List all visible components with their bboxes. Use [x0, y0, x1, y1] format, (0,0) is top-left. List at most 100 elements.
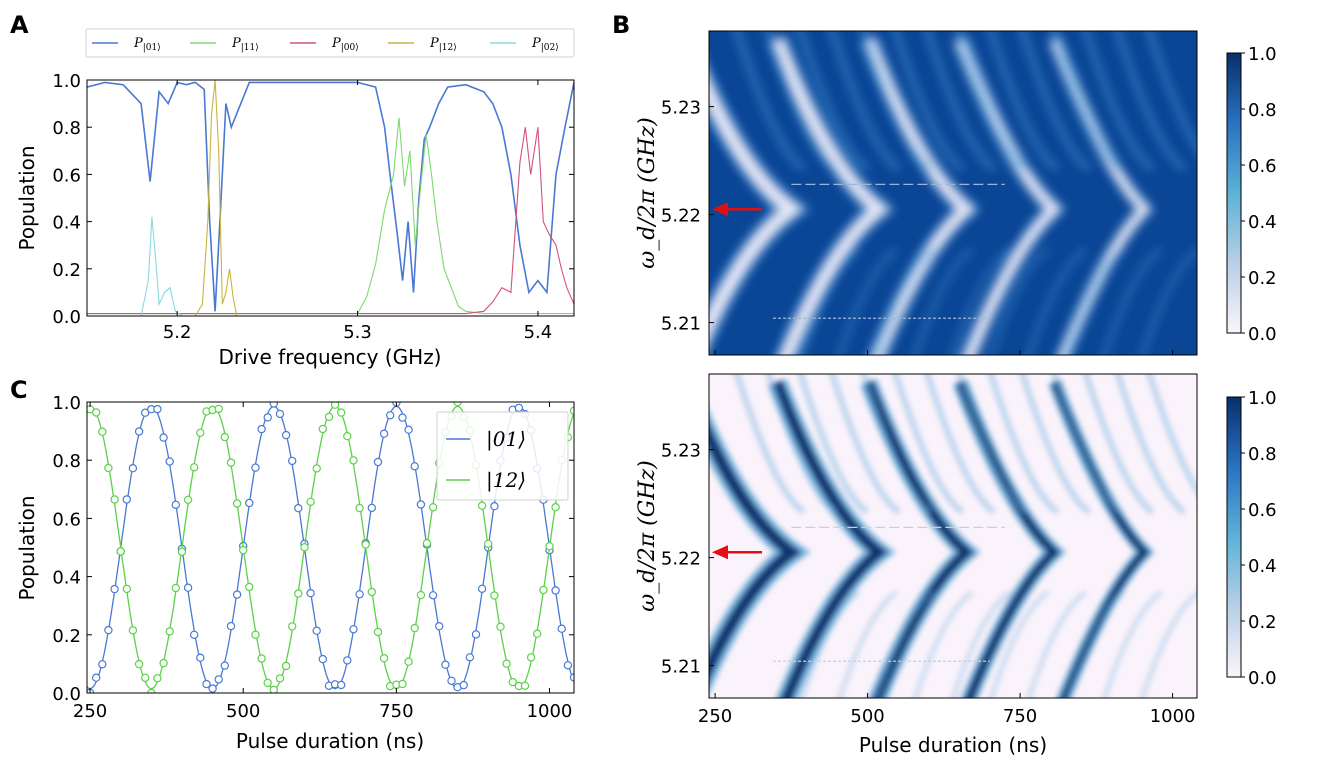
- data-point-1: [122, 584, 132, 594]
- y-tick-label-b: 5.22: [661, 549, 701, 570]
- plot-frame-b-bottom: [708, 373, 1198, 699]
- fringe-line: [875, 590, 936, 698]
- data-point-0: [306, 589, 315, 598]
- fringe-line: [765, 374, 838, 515]
- data-point-0: [251, 463, 260, 472]
- data-point-0: [140, 408, 150, 417]
- data-point-0: [514, 403, 524, 413]
- fringe-chevron-core: [771, 37, 889, 355]
- data-point-1: [545, 542, 554, 551]
- data-point-0: [245, 498, 254, 508]
- data-point-0: [349, 625, 358, 634]
- data-point-0: [398, 413, 407, 422]
- data-point-1: [300, 543, 309, 552]
- data-point-0: [226, 621, 236, 631]
- data-point-1: [147, 688, 156, 693]
- data-point-1: [220, 432, 229, 442]
- fringe-line: [799, 247, 861, 355]
- colorbar-b-bottom: [1226, 396, 1242, 678]
- fringe-line: [892, 374, 965, 515]
- y-tick-label-b: 5.21: [661, 314, 701, 335]
- data-point-0: [465, 653, 475, 662]
- data-point-1: [257, 654, 266, 663]
- data-point-0: [269, 402, 278, 408]
- data-point-0: [153, 404, 162, 414]
- data-point-0: [318, 654, 327, 664]
- data-point-0: [196, 653, 205, 662]
- data-point-1: [337, 408, 346, 417]
- data-point-1: [134, 659, 144, 669]
- data-point-1: [177, 547, 187, 557]
- x-tick-label-c: 750: [379, 701, 413, 722]
- series-line-01: [87, 81, 574, 312]
- colorbar-tick-label: 0.4: [1248, 556, 1277, 577]
- data-point-1: [312, 464, 321, 473]
- data-point-1: [159, 658, 168, 668]
- data-point-0: [288, 456, 297, 466]
- data-point-1: [330, 402, 340, 409]
- y-tick-label-a: 0.2: [52, 260, 81, 281]
- data-point-0: [183, 583, 193, 592]
- data-point-0: [355, 590, 364, 599]
- fringe-line: [797, 31, 870, 172]
- data-point-1: [104, 463, 113, 473]
- data-point-0: [281, 430, 291, 440]
- data-point-0: [373, 457, 383, 467]
- y-tick-label-b: 5.21: [661, 657, 701, 678]
- fringe-line: [765, 31, 838, 172]
- data-point-0: [477, 584, 487, 594]
- fringe-line: [829, 374, 901, 515]
- legend-label-01: |01⟩: [486, 427, 526, 452]
- data-point-1: [165, 627, 174, 636]
- data-point-0: [471, 630, 481, 639]
- data-point-0: [159, 433, 168, 442]
- x-axis-label-b: Pulse duration (ns): [859, 733, 1047, 757]
- data-point-1: [416, 590, 426, 600]
- fringe-line: [892, 31, 965, 172]
- fringe-line: [950, 247, 1012, 355]
- fringe-chevron-core: [771, 380, 889, 698]
- fringe-line: [1101, 247, 1163, 355]
- plot-frame-b-top: [708, 30, 1198, 356]
- data-point-1: [171, 583, 180, 593]
- heatmap-b-top: 5.21 5.22 5.23 ω_d/2π (GHz) 0.0 0.2 0.4 0.6 0.…: [635, 30, 1277, 356]
- fringe-line: [1019, 31, 1092, 172]
- data-point-1: [116, 547, 125, 556]
- fringe-line: [955, 31, 1028, 172]
- data-point-0: [275, 409, 285, 419]
- heatmap-b-bottom: 5.21 5.22 5.23 250 500 750 1000 ω_d/2π (GHz) P…: [635, 373, 1277, 757]
- fringe-chevron-core: [863, 37, 975, 355]
- x-tick-label-c: 500: [226, 701, 260, 722]
- fringe-line: [837, 590, 899, 698]
- y-axis-label-a: Population: [15, 145, 39, 250]
- colorbar-tick-label: 0.6: [1248, 500, 1277, 521]
- data-point-1: [232, 499, 242, 508]
- x-tick-label-a: 5.3: [343, 322, 372, 343]
- fringe-line: [875, 247, 936, 355]
- data-point-0: [208, 684, 217, 693]
- fringe-line: [829, 31, 901, 172]
- data-point-1: [422, 539, 432, 548]
- fringe-line: [1114, 374, 1187, 515]
- data-point-0: [134, 427, 144, 436]
- y-tick-label-a: 0.4: [52, 213, 81, 234]
- fringe-line: [1026, 247, 1088, 355]
- data-point-0: [110, 584, 119, 594]
- data-point-1: [324, 412, 334, 422]
- data-point-1: [251, 630, 260, 639]
- data-point-1: [569, 406, 574, 415]
- fringe-line: [1026, 590, 1088, 698]
- x-axis-label-a: Drive frequency (GHz): [219, 345, 442, 369]
- y-tick-label-c: 0.8: [52, 451, 81, 472]
- data-point-1: [343, 432, 352, 441]
- y-tick-label-b: 5.23: [661, 98, 701, 119]
- y-tick-label-c: 0.6: [52, 509, 81, 530]
- data-point-1: [355, 503, 364, 513]
- data-point-1: [269, 685, 278, 693]
- fringe-line: [912, 247, 974, 355]
- data-point-1: [98, 427, 107, 436]
- data-point-0: [428, 591, 438, 600]
- y-tick-label-a: 0.6: [52, 165, 81, 186]
- x-tick-label-b: 1000: [1150, 706, 1196, 727]
